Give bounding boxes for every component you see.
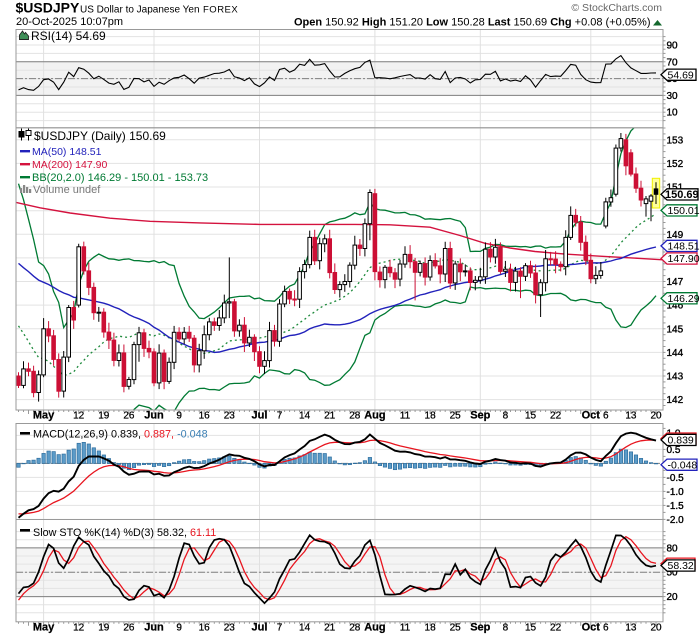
svg-text:80: 80 [667,543,679,554]
svg-text:25: 25 [450,623,462,634]
svg-text:Oct: Oct [582,622,601,634]
svg-text:8: 8 [503,623,509,634]
svg-text:BB(20,2.0) 146.29 - 150.01 - 1: BB(20,2.0) 146.29 - 150.01 - 153.73 [32,172,208,184]
svg-text:-0.5: -0.5 [667,473,685,484]
svg-text:May: May [33,410,55,422]
svg-text:26: 26 [123,411,135,422]
svg-text:58.32: 58.32 [668,560,694,572]
svg-text:150.01: 150.01 [668,205,700,217]
svg-text:28: 28 [349,623,361,634]
svg-text:14: 14 [299,623,311,634]
svg-text:149: 149 [667,230,684,241]
svg-text:8: 8 [503,411,509,422]
svg-text:Aug: Aug [364,410,385,422]
svg-text:23: 23 [224,411,236,422]
svg-text:0.839: 0.839 [668,435,694,447]
svg-text:21: 21 [324,411,336,422]
svg-text:50: 50 [667,568,679,579]
svg-text:13: 13 [625,623,637,634]
svg-text:MA(50) 148.51: MA(50) 148.51 [32,146,102,158]
svg-text:© StockCharts.com: © StockCharts.com [571,2,662,14]
svg-text:9: 9 [176,411,182,422]
svg-text:90: 90 [667,41,679,52]
svg-text:MACD(12,26,9) 0.839, 0.887, -0: MACD(12,26,9) 0.839, 0.887, -0.048 [33,429,208,441]
svg-text:26: 26 [123,623,135,634]
svg-text:147: 147 [667,277,684,288]
svg-text:Jun: Jun [144,410,164,422]
svg-text:22: 22 [550,623,562,634]
svg-text:Volume undef: Volume undef [33,184,101,196]
svg-text:20-Oct-2025 10:07pm: 20-Oct-2025 10:07pm [16,16,123,28]
svg-text:-0.048: -0.048 [668,459,698,471]
svg-text:23: 23 [224,623,236,634]
svg-text:10: 10 [667,108,679,119]
svg-text:70: 70 [667,57,679,68]
svg-text:151: 151 [667,183,684,194]
svg-text:FOREX: FOREX [203,5,238,16]
svg-text:Jul: Jul [252,622,268,634]
svg-text:9: 9 [176,623,182,634]
svg-text:15: 15 [525,623,537,634]
svg-text:$USDJPY (Daily) 150.69: $USDJPY (Daily) 150.69 [34,129,166,143]
svg-text:11: 11 [400,623,411,634]
svg-text:19: 19 [98,623,110,634]
svg-text:MA(200) 147.90: MA(200) 147.90 [32,159,107,171]
svg-text:18: 18 [425,411,437,422]
svg-text:14: 14 [299,411,311,422]
svg-text:12: 12 [73,411,85,422]
svg-text:20: 20 [667,592,679,603]
svg-text:0.5: 0.5 [667,445,681,456]
svg-text:144: 144 [667,348,684,359]
svg-text:$USDJPY: $USDJPY [16,0,80,16]
svg-text:152: 152 [667,159,684,170]
svg-text:Open 150.92 High 151.20 Low 15: Open 150.92 High 151.20 Low 150.28 Last … [294,17,651,29]
svg-text:28: 28 [349,411,361,422]
svg-text:Oct: Oct [582,410,601,422]
svg-text:147.90: 147.90 [668,253,700,265]
svg-text:6: 6 [603,411,609,422]
svg-text:22: 22 [550,411,562,422]
svg-text:148.51: 148.51 [668,241,700,253]
svg-text:20: 20 [650,411,662,422]
svg-text:-1.5: -1.5 [667,501,685,512]
svg-text:Jun: Jun [144,622,164,634]
svg-text:7: 7 [277,623,283,634]
svg-text:Slow STO %K(14) %D(3) 58.32, 6: Slow STO %K(14) %D(3) 58.32, 61.11 [33,527,216,539]
svg-text:-1.0: -1.0 [667,487,685,498]
svg-text:13: 13 [625,411,637,422]
svg-text:May: May [33,622,55,634]
svg-text:7: 7 [277,411,283,422]
svg-text:6: 6 [603,623,609,634]
svg-text:16: 16 [199,411,211,422]
svg-text:145: 145 [667,324,684,335]
svg-text:-2.0: -2.0 [667,515,685,526]
svg-text:11: 11 [400,411,411,422]
svg-text:54.69: 54.69 [668,69,694,81]
svg-text:19: 19 [98,411,110,422]
svg-text:18: 18 [425,623,437,634]
svg-text:Jul: Jul [252,410,268,422]
svg-text:146.29: 146.29 [668,293,700,305]
svg-text:15: 15 [525,411,537,422]
svg-text:US Dollar to Japanese Yen: US Dollar to Japanese Yen [80,5,200,16]
svg-text:146: 146 [667,301,684,312]
svg-text:12: 12 [73,623,85,634]
svg-text:RSI(14) 54.69: RSI(14) 54.69 [31,29,106,43]
svg-text:143: 143 [667,372,684,383]
svg-text:16: 16 [199,623,211,634]
svg-text:Sep: Sep [470,622,490,634]
svg-text:153: 153 [667,135,684,146]
svg-text:Aug: Aug [364,622,385,634]
svg-text:20: 20 [650,623,662,634]
svg-text:Sep: Sep [470,410,490,422]
svg-text:142: 142 [667,395,684,406]
svg-text:25: 25 [450,411,462,422]
svg-text:21: 21 [324,623,336,634]
svg-text:30: 30 [667,91,679,102]
svg-text:150.69: 150.69 [665,189,699,201]
